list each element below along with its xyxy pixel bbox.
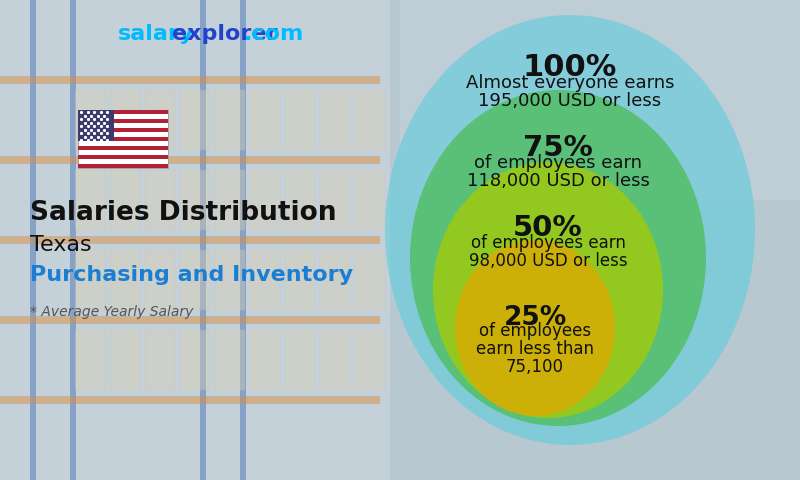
- Text: of employees earn: of employees earn: [474, 154, 642, 172]
- Ellipse shape: [385, 15, 755, 445]
- Text: salary: salary: [118, 24, 194, 44]
- Bar: [0, 396, 380, 404]
- Bar: [180, 250, 210, 310]
- Bar: [285, 170, 315, 230]
- Bar: [0, 236, 380, 244]
- Bar: [240, 0, 246, 480]
- Bar: [180, 90, 210, 150]
- Bar: [355, 250, 385, 310]
- Bar: [78, 128, 168, 132]
- Bar: [70, 0, 76, 480]
- Bar: [110, 90, 140, 150]
- Text: earn less than: earn less than: [476, 340, 594, 358]
- Bar: [250, 90, 280, 150]
- Bar: [250, 170, 280, 230]
- Text: Purchasing and Inventory: Purchasing and Inventory: [30, 265, 353, 285]
- Bar: [78, 119, 168, 123]
- Bar: [0, 316, 380, 324]
- Bar: [78, 155, 168, 159]
- Bar: [215, 90, 245, 150]
- Bar: [285, 330, 315, 390]
- Text: explorer: explorer: [172, 24, 278, 44]
- Bar: [145, 330, 175, 390]
- Text: Almost everyone earns: Almost everyone earns: [466, 74, 674, 92]
- Bar: [145, 90, 175, 150]
- Bar: [145, 250, 175, 310]
- Bar: [75, 330, 105, 390]
- Bar: [78, 110, 114, 141]
- Bar: [320, 330, 350, 390]
- Text: 75%: 75%: [523, 134, 593, 162]
- Bar: [180, 330, 210, 390]
- Bar: [78, 164, 168, 168]
- Text: 98,000 USD or less: 98,000 USD or less: [469, 252, 627, 270]
- Bar: [215, 170, 245, 230]
- Bar: [75, 250, 105, 310]
- Text: 195,000 USD or less: 195,000 USD or less: [478, 92, 662, 110]
- Bar: [78, 110, 168, 168]
- Bar: [215, 330, 245, 390]
- Bar: [30, 0, 36, 480]
- Bar: [285, 90, 315, 150]
- Bar: [75, 170, 105, 230]
- Text: * Average Yearly Salary: * Average Yearly Salary: [30, 305, 194, 319]
- Bar: [0, 0, 390, 480]
- Ellipse shape: [410, 90, 706, 426]
- Text: 100%: 100%: [523, 53, 617, 83]
- Bar: [285, 250, 315, 310]
- Bar: [110, 170, 140, 230]
- Bar: [78, 110, 168, 114]
- Bar: [250, 250, 280, 310]
- Bar: [200, 0, 206, 480]
- Text: 75,100: 75,100: [506, 358, 564, 376]
- Bar: [110, 330, 140, 390]
- Bar: [78, 137, 168, 141]
- Bar: [145, 170, 175, 230]
- Bar: [355, 90, 385, 150]
- Bar: [110, 250, 140, 310]
- Bar: [75, 90, 105, 150]
- Text: .com: .com: [244, 24, 304, 44]
- Bar: [320, 90, 350, 150]
- Text: 50%: 50%: [513, 214, 583, 242]
- Bar: [250, 330, 280, 390]
- Bar: [180, 170, 210, 230]
- Bar: [0, 76, 380, 84]
- Bar: [0, 156, 380, 164]
- Bar: [320, 170, 350, 230]
- Bar: [400, 0, 800, 200]
- Text: 25%: 25%: [503, 305, 566, 331]
- Ellipse shape: [433, 162, 663, 418]
- Bar: [78, 146, 168, 150]
- Bar: [320, 250, 350, 310]
- Bar: [215, 250, 245, 310]
- Bar: [355, 170, 385, 230]
- Ellipse shape: [455, 240, 615, 416]
- Bar: [355, 330, 385, 390]
- Text: Texas: Texas: [30, 235, 92, 255]
- Text: Salaries Distribution: Salaries Distribution: [30, 200, 337, 226]
- Text: of employees earn: of employees earn: [470, 234, 626, 252]
- Text: of employees: of employees: [479, 322, 591, 340]
- Text: 118,000 USD or less: 118,000 USD or less: [466, 172, 650, 190]
